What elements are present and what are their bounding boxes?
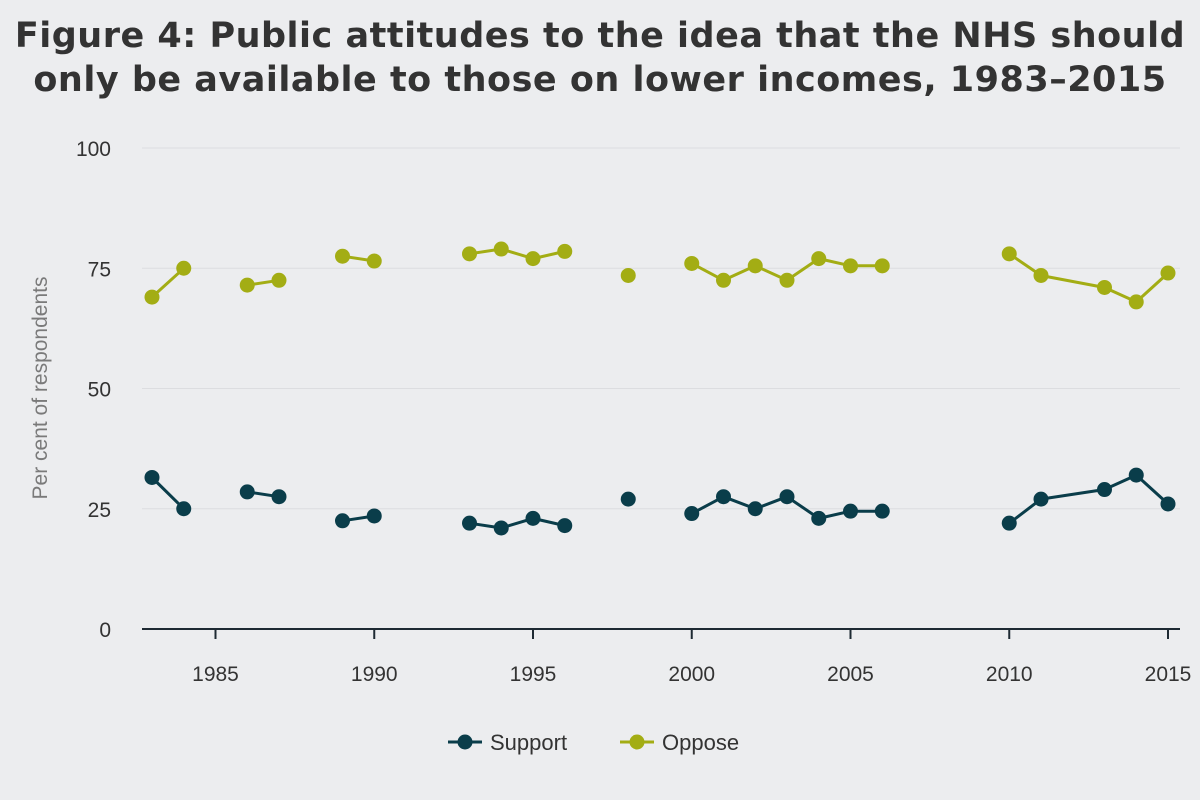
support-point-1994 [493,520,509,536]
chart-title-line-2: only be available to those on lower inco… [33,60,1167,100]
x-tick-label-1990: 1990 [351,663,398,686]
legend-item-support[interactable]: Support [448,730,567,755]
support-point-2001 [716,489,731,505]
legend-marker-support [457,734,473,750]
support-point-1995 [525,510,541,526]
x-tick-label-2005: 2005 [827,663,874,686]
oppose-point-1987 [271,272,287,288]
y-tick-label-100: 100 [76,138,111,161]
x-tick-label-2000: 2000 [668,663,715,686]
support-point-1998 [620,491,636,507]
support-line-segment [1008,473,1170,525]
x-tick-label-1985: 1985 [192,663,239,686]
oppose-point-2001 [716,272,731,288]
y-tick-label-25: 25 [88,499,111,522]
series-group [144,241,1176,536]
oppose-point-1989 [335,248,350,264]
oppose-point-1996 [557,243,573,259]
chart-title-line-1: Figure 4: Public attitudes to the idea t… [14,16,1186,56]
support-point-1987 [271,489,287,505]
legend-label-oppose: Oppose [662,730,739,755]
legend-label-support: Support [490,730,567,755]
oppose-point-1994 [493,241,509,257]
y-axis-title: Per cent of respondents [29,277,52,500]
oppose-line-segment [1008,252,1170,304]
oppose-point-1983 [144,289,160,305]
support-point-1993 [462,515,477,531]
legend[interactable]: Support Oppose [448,730,739,755]
oppose-point-2006 [874,258,890,274]
x-tick-label-2010: 2010 [986,663,1033,686]
support-point-2005 [843,503,858,519]
support-point-2015 [1160,496,1176,512]
axes: 0 25 50 75 100 1985 1990 1995 2000 2005 2010 2015 [76,138,1191,686]
support-point-2003 [779,489,795,505]
series-support [144,467,1176,536]
support-point-1990 [366,508,382,524]
oppose-point-2005 [843,258,858,274]
support-point-1983 [144,469,160,485]
oppose-point-1984 [176,260,192,276]
oppose-point-2014 [1128,294,1144,310]
oppose-point-1993 [462,246,477,262]
support-point-2011 [1033,491,1049,507]
support-point-2013 [1097,482,1112,498]
support-point-2002 [747,501,763,517]
oppose-point-2000 [684,255,700,271]
y-tick-label-0: 0 [99,619,111,642]
legend-marker-oppose [629,734,645,750]
support-line-segment [469,516,566,530]
series-oppose [144,241,1176,310]
gridlines [142,147,1180,510]
y-tick-label-50: 50 [88,379,111,402]
oppose-line-segment [469,247,566,261]
support-point-1996 [557,518,573,534]
support-point-2010 [1001,515,1017,531]
oppose-point-1986 [239,277,255,293]
oppose-point-2002 [747,258,763,274]
oppose-point-2010 [1001,246,1017,262]
support-point-1984 [176,501,192,517]
oppose-point-2003 [779,272,795,288]
y-tick-label-75: 75 [88,258,111,281]
oppose-point-2015 [1160,265,1176,281]
oppose-point-2013 [1097,279,1112,295]
x-tick-label-1995: 1995 [510,663,557,686]
oppose-point-1995 [525,251,541,267]
oppose-point-1990 [366,253,382,269]
support-point-2006 [874,503,890,519]
support-point-1989 [335,513,350,529]
legend-item-oppose[interactable]: Oppose [620,730,739,755]
support-point-2000 [684,506,700,522]
oppose-point-1998 [620,267,636,283]
support-point-1986 [239,484,255,500]
oppose-point-2004 [811,251,827,267]
support-point-2004 [811,510,827,526]
oppose-point-2011 [1033,267,1049,283]
chart-title: Figure 4: Public attitudes to the idea t… [0,14,1200,102]
support-point-2014 [1128,467,1144,483]
x-tick-label-2015: 2015 [1145,663,1192,686]
